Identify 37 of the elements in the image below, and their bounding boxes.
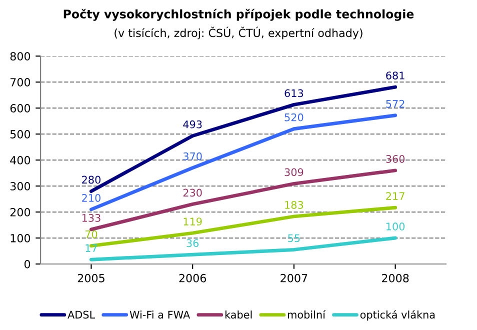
data-label: 133 [82,214,100,222]
data-label: 613 [284,89,304,98]
x-tick-label: 2006 [179,274,206,282]
data-label: 217 [386,192,404,200]
x-tick-label: 2008 [382,274,409,282]
data-label: 370 [183,152,202,160]
data-label: 210 [82,194,100,202]
y-tick-label: 800 [10,52,30,60]
chart-subtitle: (v tisících, zdroj: ČSÚ, ČTÚ, expertní odhady) [114,26,362,40]
data-label: 520 [284,113,304,122]
y-tick-label: 400 [10,156,30,164]
data-label: 70 [85,230,98,238]
legend-label: mobilní [288,310,326,319]
legend-label: kabel [225,310,252,319]
data-label: 280 [82,176,100,184]
y-tick-label: 100 [10,234,30,242]
x-tick-label: 2007 [280,274,308,282]
chart-title: Počty vysokorychlostních přípojek podle technologie [64,8,414,21]
data-label: 493 [183,120,202,128]
y-tick-label: 600 [10,104,30,112]
y-tick-label: 0 [24,260,30,268]
legend-label: optická vlákna [360,310,435,321]
y-tick-label: 500 [10,130,30,138]
data-label: 36 [186,239,199,248]
data-label: 309 [284,168,304,176]
data-label: 681 [386,72,404,80]
data-label: 183 [285,200,304,209]
data-label: 100 [386,222,405,230]
data-label: 119 [184,218,202,226]
legend-label: Wi-Fi a FWA [130,310,190,319]
data-label: 572 [386,100,404,108]
x-tick-label: 2005 [78,274,104,282]
legend-label: ADSL [68,310,96,319]
y-tick-label: 700 [10,78,30,86]
y-tick-label: 200 [10,208,30,216]
y-tick-label: 300 [10,182,30,190]
data-label: 230 [183,188,202,197]
